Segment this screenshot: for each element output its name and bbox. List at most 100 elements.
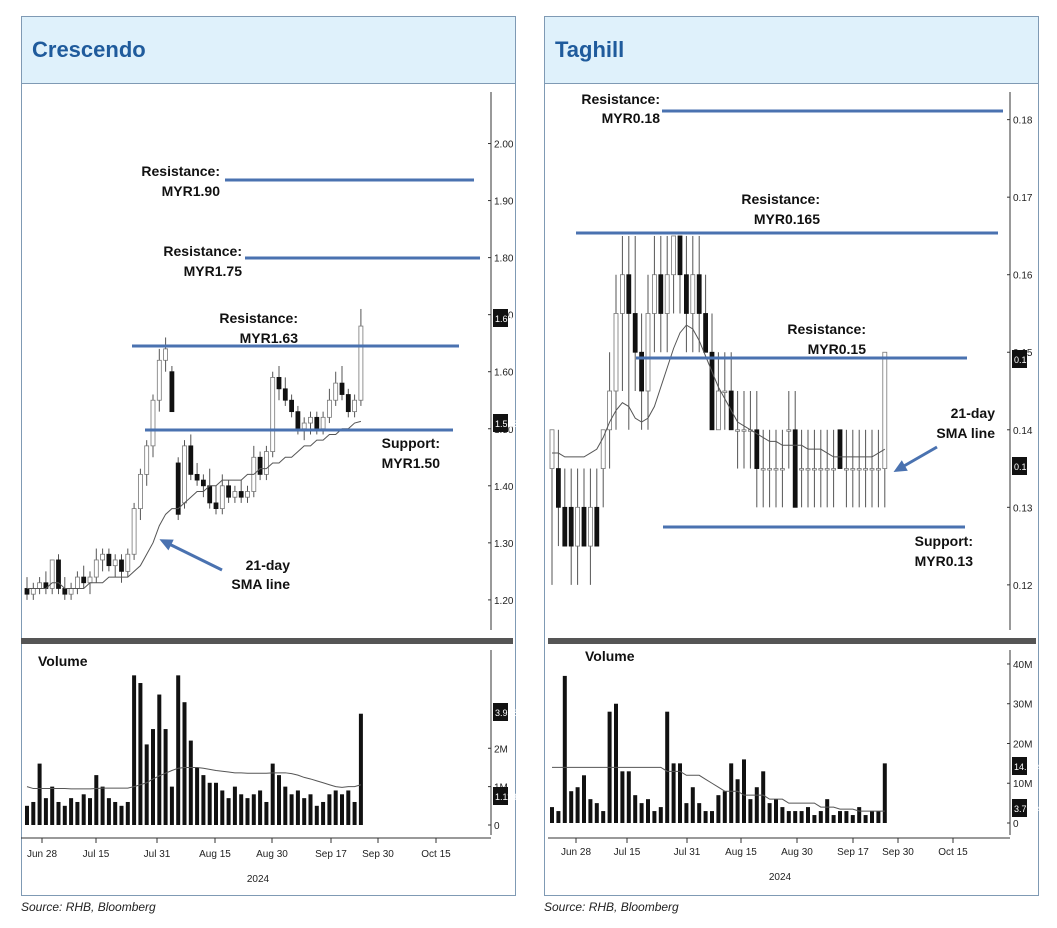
- volume-bar: [75, 801, 80, 825]
- volume-label: Volume: [38, 653, 88, 669]
- last-volume-tag-bg: [1012, 757, 1027, 775]
- price-tick-label: 1.90: [494, 197, 514, 208]
- volume-bar: [302, 798, 307, 825]
- candle-up: [645, 313, 651, 392]
- support-label: Support:: [915, 533, 973, 549]
- candle-up: [301, 422, 307, 430]
- volume-bar: [799, 811, 804, 823]
- volume-bar: [352, 801, 357, 825]
- last-volume-tag: 3.9587M: [495, 708, 530, 718]
- x-tick-label: Jul 15: [614, 847, 641, 858]
- candle-down: [213, 502, 219, 510]
- candle-up: [75, 576, 80, 589]
- candle-up: [93, 559, 99, 578]
- candle-down: [56, 559, 61, 589]
- volume-bar: [812, 815, 817, 823]
- chart-title: Crescendo: [32, 37, 146, 62]
- last-price-tag: 1.68: [495, 314, 513, 324]
- candle-down: [314, 416, 320, 430]
- candle-up: [156, 359, 162, 401]
- candle-up: [844, 468, 849, 471]
- candle-up: [308, 416, 313, 424]
- sma-arrow-shaft: [162, 539, 223, 572]
- candle-up: [773, 468, 779, 471]
- candle-up: [741, 429, 747, 432]
- volume-tick-label: 20M: [1013, 739, 1032, 750]
- candle-up: [263, 451, 269, 475]
- candle-up: [575, 506, 580, 547]
- source-note: Source: RHB, Bloomberg: [544, 900, 679, 914]
- candle-down: [238, 491, 244, 498]
- price-tick-label: 1.40: [494, 482, 514, 493]
- volume-bar: [195, 767, 200, 825]
- resistance-label: Resistance:: [141, 163, 220, 179]
- price-tick-label: 0.12: [1013, 581, 1033, 592]
- volume-bar: [314, 805, 319, 825]
- volume-tick-label: 0: [494, 821, 500, 832]
- candle-down: [119, 559, 124, 572]
- resistance-value-label: MYR1.75: [184, 263, 243, 279]
- volume-bar: [346, 790, 351, 825]
- price-tick-label: 1.60: [494, 368, 514, 379]
- candle-up: [716, 390, 721, 431]
- volume-bar: [690, 787, 695, 823]
- x-tick-label: Sep 30: [882, 847, 914, 858]
- resistance-label: Resistance:: [581, 91, 660, 107]
- volume-bar: [594, 803, 599, 823]
- last-price-tag: 0.15: [1014, 355, 1032, 365]
- candle-down: [581, 506, 587, 547]
- sma-volume-tag: 3.7954M: [1014, 804, 1049, 814]
- sma-arrow-head: [893, 460, 908, 472]
- volume-sma-line: [552, 766, 885, 812]
- volume-bar: [556, 811, 561, 823]
- price-tick-label: 0.18: [1013, 116, 1033, 127]
- candle-up: [722, 390, 728, 393]
- candle-up: [876, 468, 881, 471]
- x-tick-label: Aug 30: [781, 847, 813, 858]
- x-tick-label: Aug 15: [725, 847, 757, 858]
- volume-bar: [710, 811, 714, 823]
- candle-down: [639, 351, 644, 392]
- volume-bar: [850, 815, 855, 823]
- x-tick-label: Sep 17: [315, 849, 347, 860]
- sma-value-tag: 0.137: [1014, 462, 1037, 472]
- candle-down: [282, 388, 288, 401]
- resistance-value-label: MYR0.15: [808, 341, 867, 357]
- candle-down: [81, 576, 87, 584]
- x-axis-year-label: 2024: [247, 874, 270, 885]
- candle-down: [339, 382, 345, 395]
- volume-bar: [37, 763, 42, 825]
- candle-up: [49, 559, 55, 589]
- x-tick-label: Jun 28: [561, 847, 591, 858]
- volume-bar: [62, 805, 67, 825]
- candle-up: [68, 588, 74, 595]
- candle-up: [352, 399, 358, 413]
- volume-bar: [588, 799, 593, 823]
- volume-bar: [569, 791, 574, 823]
- sma-arrow-head: [159, 539, 174, 551]
- candle-down: [194, 473, 200, 481]
- x-tick-label: Oct 15: [938, 847, 968, 858]
- x-tick-label: Jun 28: [27, 849, 57, 860]
- volume-bar: [582, 775, 586, 823]
- volume-bar: [220, 790, 225, 825]
- volume-bar: [169, 786, 174, 825]
- volume-tick-label: 40M: [1013, 660, 1032, 671]
- price-tick-label: 0.14: [1013, 426, 1033, 437]
- candle-down: [792, 429, 798, 508]
- volume-bar: [652, 811, 657, 823]
- candle-up: [326, 399, 332, 418]
- candle-up: [882, 351, 888, 469]
- sma-annotation-label: 21-day: [246, 557, 291, 573]
- volume-bar: [340, 794, 344, 825]
- candle-up: [320, 416, 326, 430]
- volume-bar: [157, 694, 162, 825]
- candle-up: [131, 508, 137, 555]
- volume-bar: [151, 729, 155, 825]
- resistance-value-label: MYR1.90: [162, 183, 221, 199]
- candle-up: [850, 468, 856, 471]
- taghill-panel: Taghill: [544, 16, 1039, 896]
- candle-up: [588, 506, 593, 547]
- candle-down: [207, 485, 213, 504]
- volume-bar: [232, 786, 237, 825]
